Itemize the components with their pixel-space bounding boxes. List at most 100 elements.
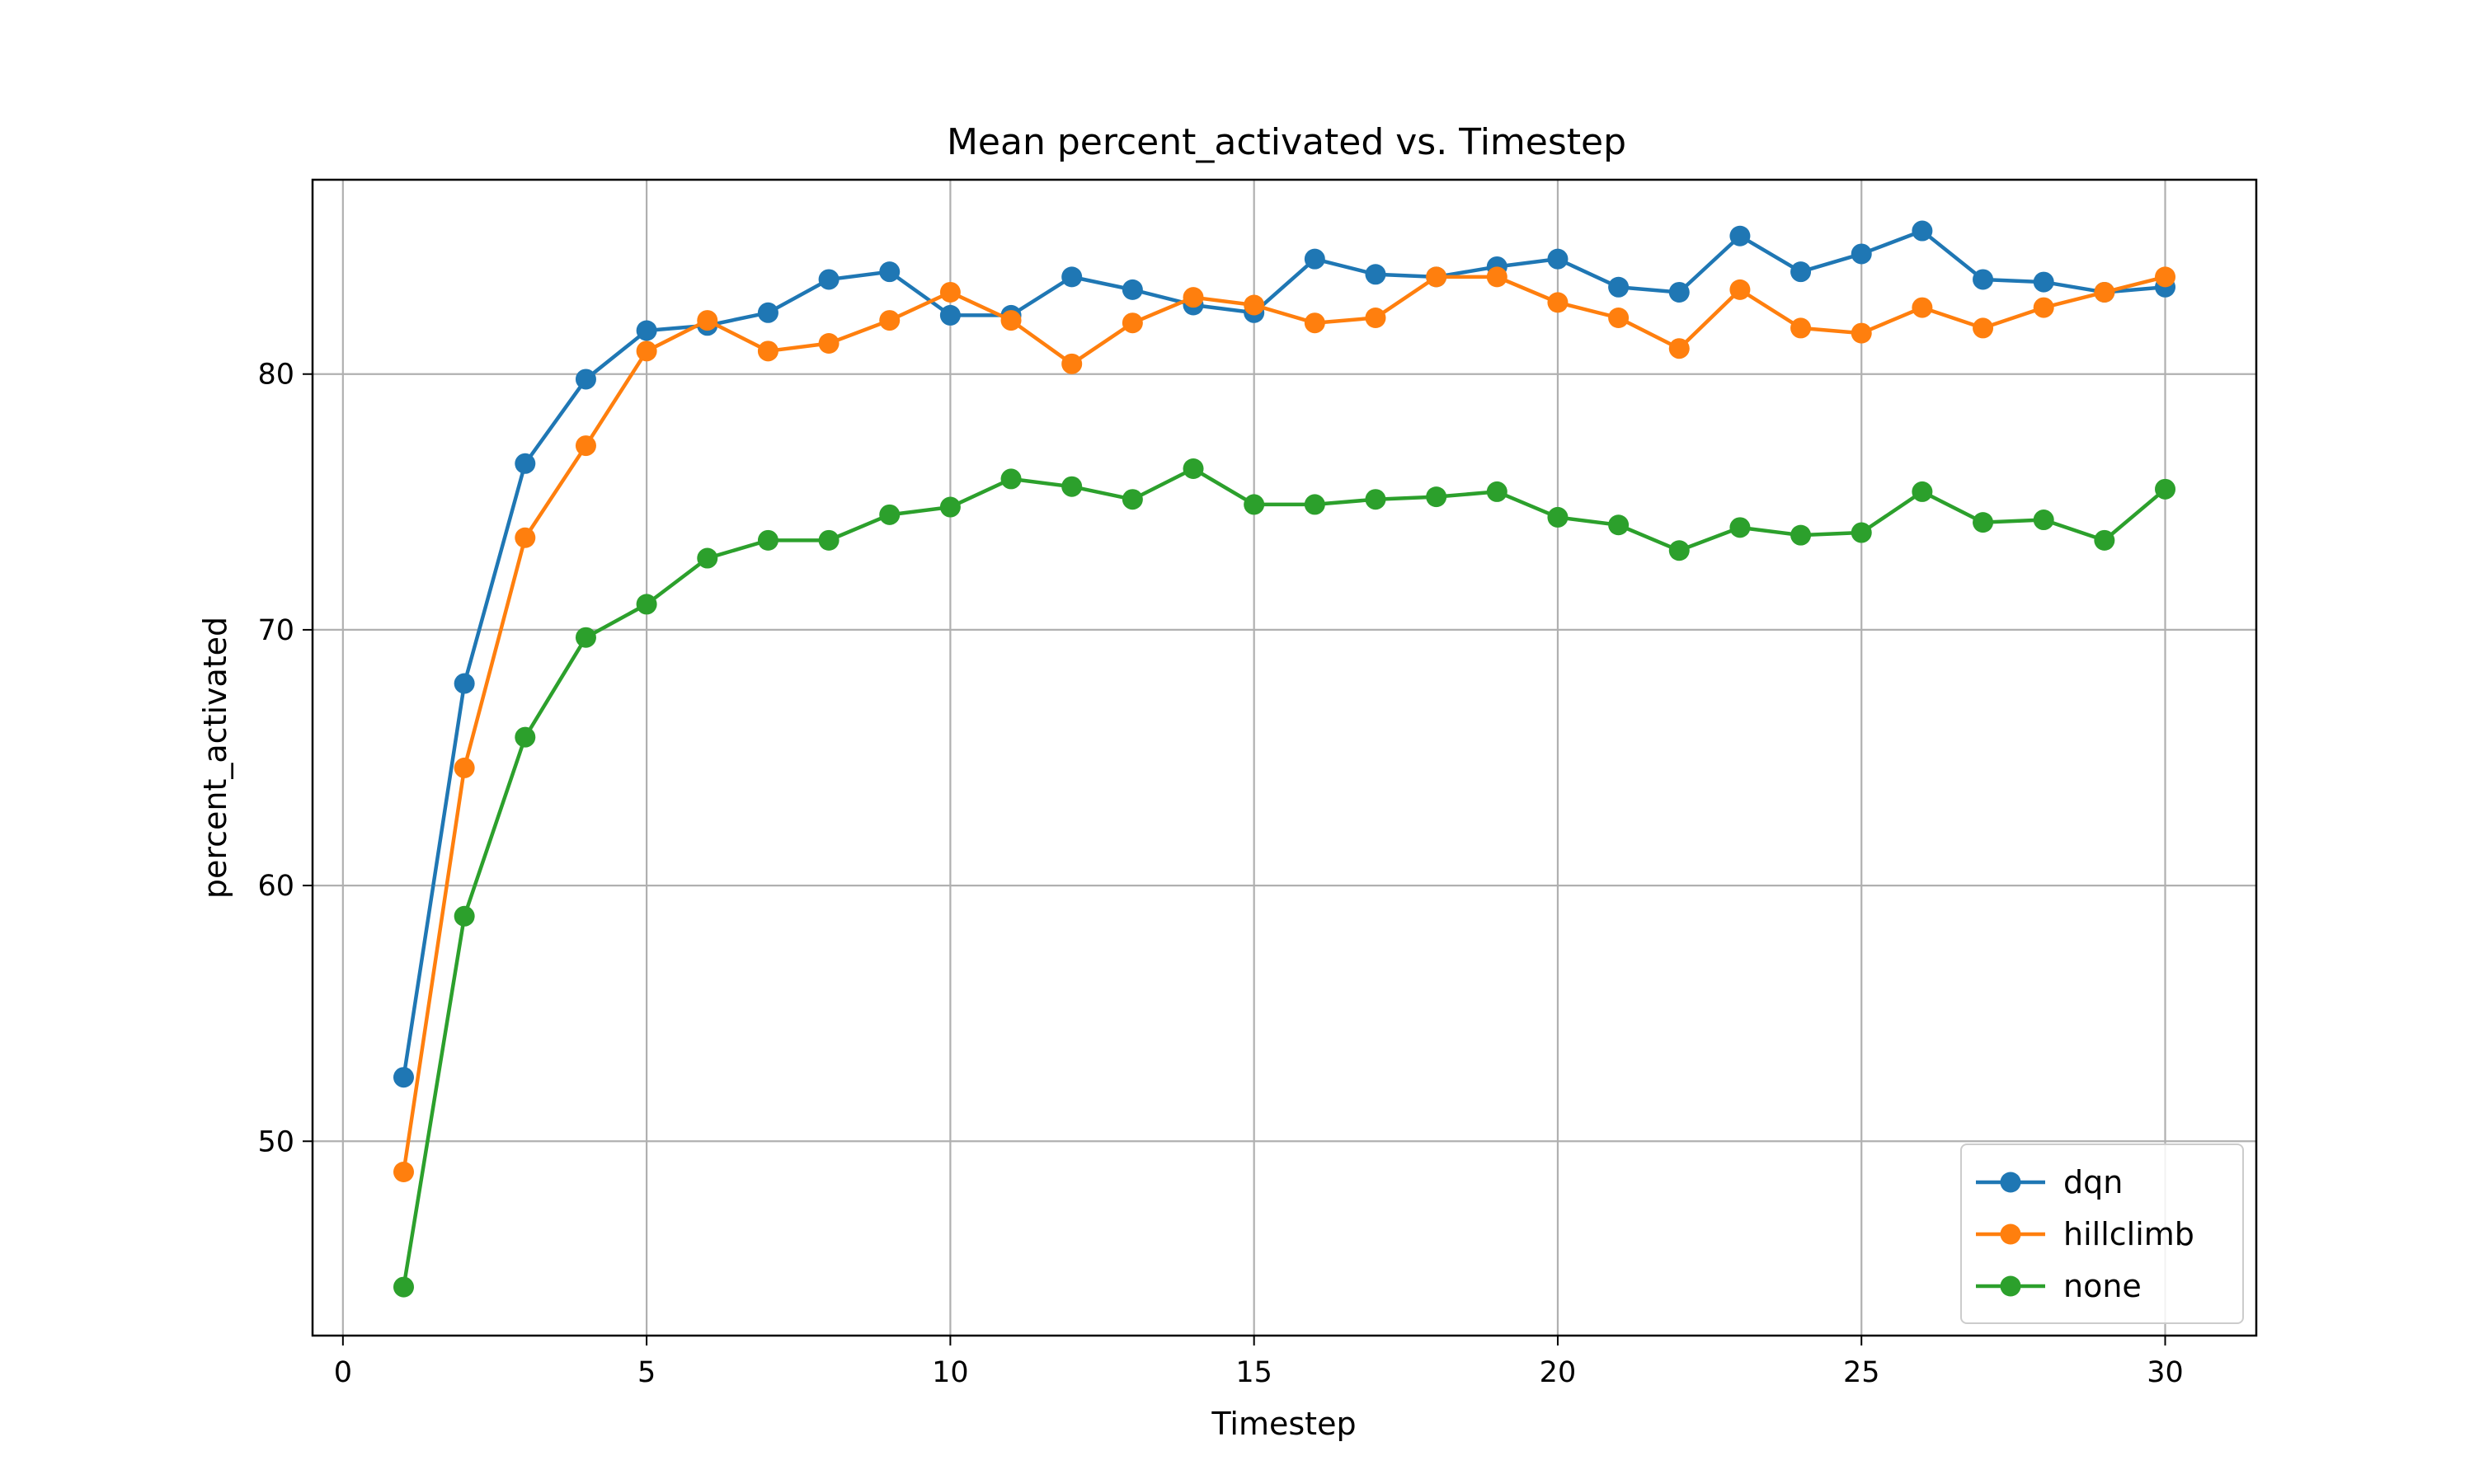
data-point-none [1790, 524, 1812, 546]
data-point-hillclimb [393, 1161, 414, 1182]
data-point-hillclimb [2033, 297, 2054, 318]
data-point-dqn [393, 1067, 414, 1088]
x-tick-label: 20 [1540, 1356, 1577, 1389]
data-point-dqn [939, 304, 961, 326]
series-line-hillclimb [402, 275, 2166, 1172]
y-tick-label: 80 [257, 359, 294, 392]
data-point-dqn [1608, 276, 1630, 298]
y-tick-label: 60 [257, 870, 294, 903]
legend-marker-none [2000, 1275, 2021, 1297]
data-point-hillclimb [757, 340, 778, 362]
data-point-none [879, 504, 901, 525]
data-point-none [2033, 510, 2054, 531]
data-point-none [1608, 514, 1630, 536]
legend-box [1960, 1144, 2244, 1324]
data-point-hillclimb [1668, 338, 1690, 359]
grid [313, 180, 2256, 1336]
data-point-none [939, 496, 961, 518]
data-point-hillclimb [2094, 281, 2115, 303]
data-point-dqn [1912, 220, 1933, 242]
data-point-hillclimb [575, 435, 596, 457]
series-line-dqn [402, 228, 2166, 1078]
data-point-hillclimb [1426, 266, 1447, 288]
legend-marker-dqn [2000, 1172, 2021, 1193]
data-point-dqn [575, 369, 596, 390]
data-point-none [1486, 481, 1507, 502]
x-tick-label: 25 [1843, 1356, 1880, 1389]
y-tick-label: 50 [257, 1125, 294, 1158]
x-tick-label: 30 [2147, 1356, 2184, 1389]
data-point-hillclimb [1912, 297, 1933, 318]
data-point-dqn [879, 261, 901, 283]
data-point-none [1668, 540, 1690, 561]
x-axis-label: Timestep [1211, 1406, 1356, 1442]
data-point-dqn [1304, 248, 1325, 270]
data-point-none [1244, 494, 1265, 515]
data-point-none [1365, 489, 1386, 510]
legend-label-hillclimb: hillclimb [2063, 1216, 2194, 1252]
data-point-none [575, 627, 596, 648]
data-point-dqn [515, 453, 536, 474]
data-point-dqn [1365, 264, 1386, 285]
data-point-none [1183, 458, 1204, 479]
data-point-none [757, 529, 778, 551]
data-point-none [636, 594, 657, 615]
data-point-dqn [1973, 269, 1994, 290]
data-point-none [2155, 478, 2176, 500]
data-point-hillclimb [879, 310, 901, 331]
data-point-none [1426, 486, 1447, 508]
x-tick-label: 0 [334, 1356, 352, 1389]
data-point-hillclimb [1486, 266, 1507, 288]
data-point-none [454, 905, 475, 927]
data-point-hillclimb [1183, 287, 1204, 308]
data-point-hillclimb [515, 527, 536, 548]
data-point-hillclimb [1244, 294, 1265, 316]
data-point-hillclimb [1973, 317, 1994, 339]
data-point-none [1122, 489, 1143, 510]
series-hillclimb [393, 266, 2176, 1182]
data-point-hillclimb [1547, 292, 1569, 313]
chart-title: Mean percent_activated vs. Timestep [947, 121, 1626, 163]
y-tick-label: 70 [257, 614, 294, 647]
data-point-dqn [1547, 248, 1569, 270]
data-point-dqn [2033, 271, 2054, 293]
data-point-hillclimb [1061, 353, 1083, 374]
data-point-none [1851, 522, 1872, 543]
data-point-dqn [636, 320, 657, 341]
data-point-none [1729, 517, 1751, 538]
plot-frame [311, 178, 2258, 1337]
data-point-dqn [1729, 225, 1751, 247]
legend: dqn hillclimb none [1960, 1144, 2244, 1324]
data-point-dqn [1668, 281, 1690, 303]
data-point-dqn [818, 269, 840, 290]
x-tick-label: 10 [932, 1356, 969, 1389]
series-none [393, 458, 2176, 1298]
data-point-none [2094, 529, 2115, 551]
data-point-hillclimb [1000, 310, 1022, 331]
data-point-none [1547, 506, 1569, 528]
axis-ticks: 0 5 10 15 20 25 30 50 60 70 80 [257, 359, 2183, 1389]
data-point-hillclimb [939, 281, 961, 303]
x-tick-label: 15 [1235, 1356, 1272, 1389]
series-dqn [393, 220, 2176, 1088]
data-point-none [393, 1276, 414, 1298]
data-point-hillclimb [2155, 266, 2176, 288]
legend-label-none: none [2063, 1268, 2142, 1304]
data-point-hillclimb [1304, 312, 1325, 334]
data-point-dqn [757, 302, 778, 323]
data-point-dqn [1061, 266, 1083, 288]
data-point-hillclimb [1851, 322, 1872, 344]
data-point-none [818, 529, 840, 551]
series-line-none [402, 467, 2166, 1288]
y-axis-label: percent_activated [197, 617, 233, 899]
data-point-none [1061, 476, 1083, 497]
data-point-hillclimb [818, 333, 840, 355]
data-point-none [1000, 468, 1022, 490]
data-point-none [1304, 494, 1325, 515]
data-point-hillclimb [1122, 312, 1143, 334]
series-layer [393, 220, 2176, 1298]
data-point-dqn [1122, 279, 1143, 300]
data-point-hillclimb [1608, 307, 1630, 328]
data-point-dqn [454, 673, 475, 694]
